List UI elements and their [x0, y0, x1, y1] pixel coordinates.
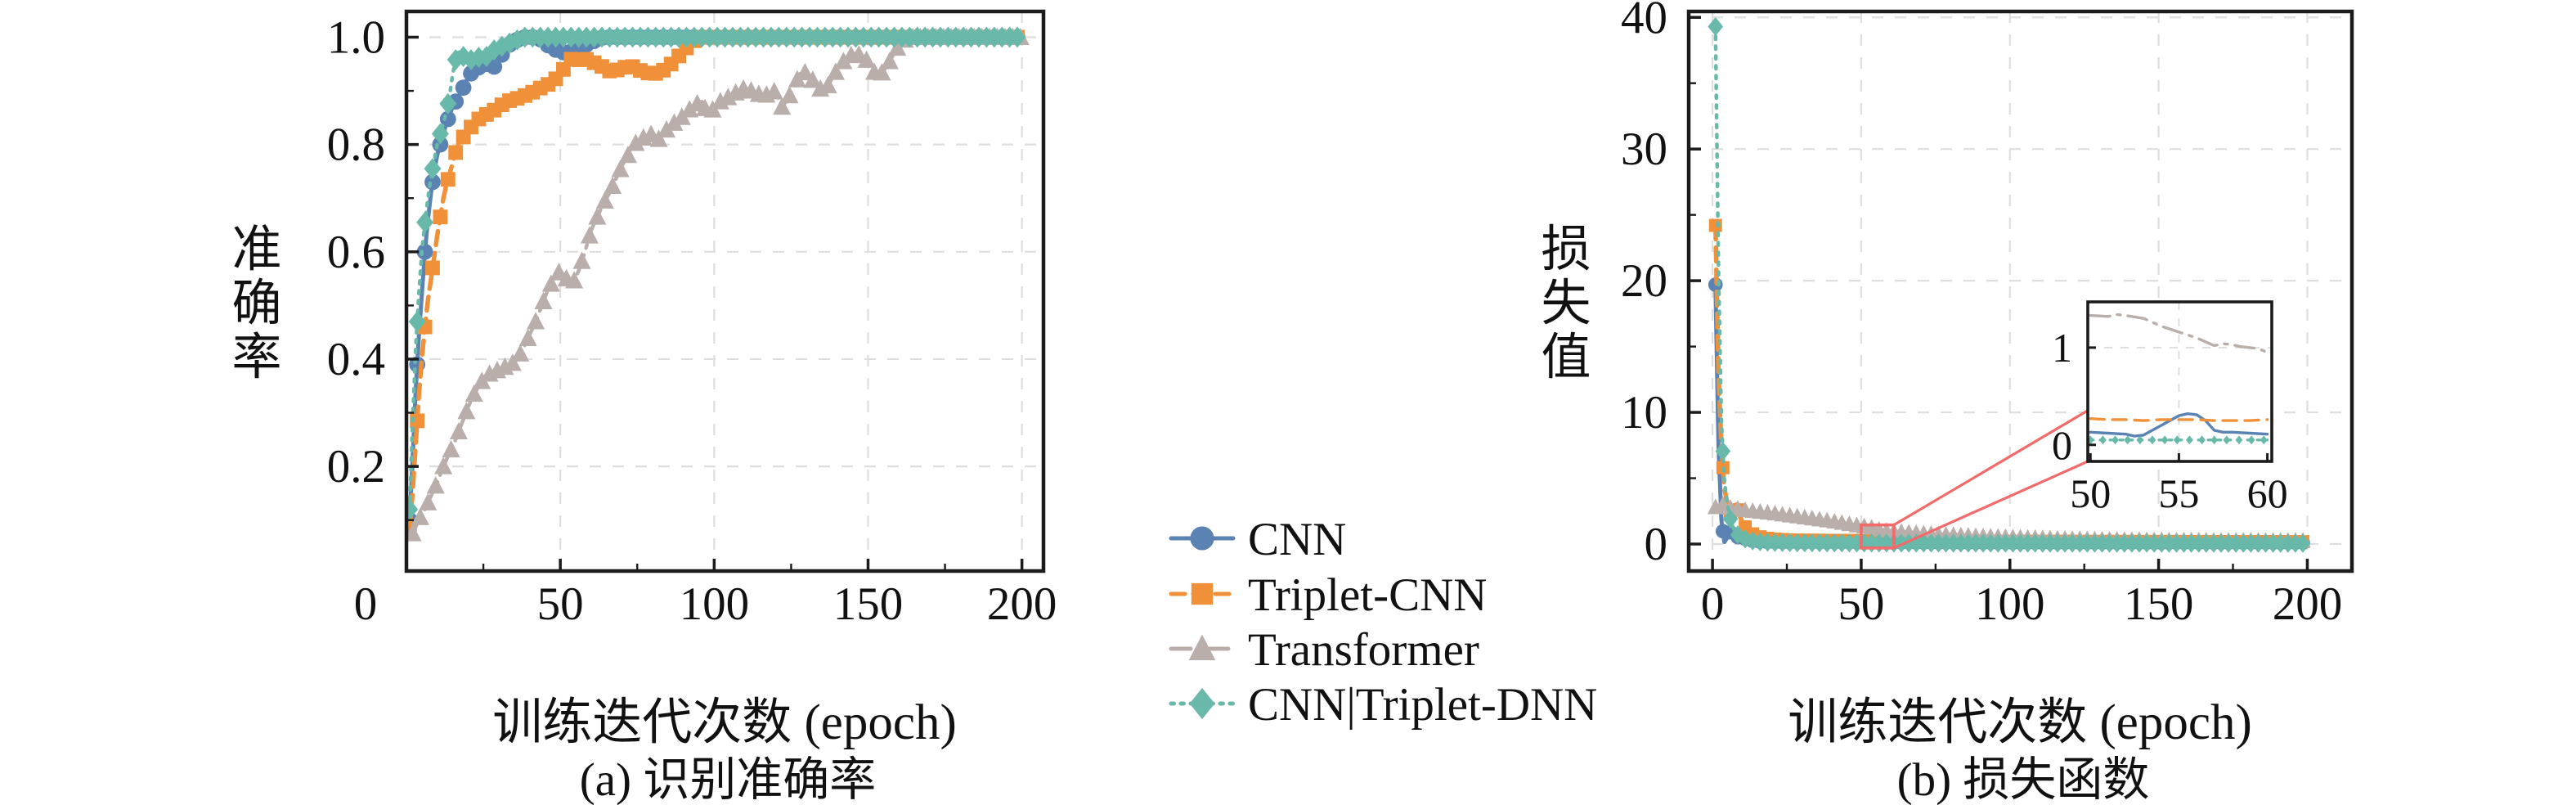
y-tick-label: 0.6 — [327, 227, 385, 278]
x-tick-label: 60 — [2247, 470, 2288, 516]
x-tick-label: 100 — [1975, 578, 2045, 630]
legend-item-label: Transformer — [1248, 624, 1479, 676]
left-ylabel: 准确率 — [231, 223, 281, 385]
series-cnn-triplet-dnn — [2088, 435, 2269, 445]
x-tick-label: 50 — [537, 578, 584, 630]
y-tick-label: 0 — [1645, 519, 1668, 570]
series-markers — [2088, 435, 2268, 445]
y-tick-label: 0 — [2052, 422, 2072, 468]
inset-frame — [2086, 300, 2273, 463]
y-tick-label: 0.4 — [327, 334, 385, 385]
left-xlabel: 训练迭代次数 (epoch) — [492, 695, 957, 750]
x-tick-label: 200 — [987, 578, 1057, 630]
y-tick-label: 0.2 — [327, 441, 385, 492]
loss-zoom-inset: 50 55 60 0 1 — [2052, 300, 2288, 516]
x-tick-label: 150 — [833, 578, 904, 630]
legend-item-label: Triplet-CNN — [1248, 569, 1487, 621]
series-markers — [1708, 16, 2311, 553]
x-tick-label: 55 — [2158, 470, 2199, 516]
series-markers — [406, 26, 1026, 520]
series-cnn — [2089, 412, 2269, 438]
y-tick-label: 1.0 — [327, 11, 385, 63]
legend-item-triplet-cnn: Triplet-CNN — [1169, 569, 1487, 621]
legend-item-cnn: CNN — [1169, 514, 1346, 565]
x-tick-label: 150 — [2124, 578, 2194, 630]
inset-ticks: 50 55 60 0 1 — [2052, 325, 2288, 516]
y-tick-label: 0.8 — [327, 119, 385, 171]
zoom-region-rect — [1860, 523, 1896, 550]
y-tick-label: 20 — [1621, 255, 1667, 307]
series-line — [1713, 25, 2309, 546]
accuracy-chart: 0 50 100 150 200 0.2 0.4 0.6 0.8 1.0 — [327, 9, 1057, 630]
right-caption: (b) 损失函数 — [1897, 754, 2150, 805]
legend-item-label: CNN|Triplet-DNN — [1248, 679, 1597, 731]
left-caption: (a) 识别准确率 — [580, 754, 877, 805]
x-tick-label: 50 — [1838, 578, 1884, 630]
y-tick-label: 10 — [1621, 387, 1667, 438]
inset-connector-line-lower — [1893, 460, 2089, 550]
series-line — [2089, 313, 2269, 354]
right-ylabel: 损失值 — [1541, 223, 1591, 385]
series-line — [2089, 417, 2269, 422]
series-transformer — [2089, 313, 2269, 354]
legend-item-cnn-triplet-dnn: CNN|Triplet-DNN — [1169, 679, 1597, 731]
series-triplet-cnn — [2089, 417, 2269, 422]
series-cnn-triplet-dnn — [1708, 16, 2311, 553]
plot-frame — [1686, 9, 2354, 573]
x-tick-label: 50 — [2070, 470, 2111, 516]
ticks: 0 50 100 150 200 0.2 0.4 0.6 0.8 1.0 — [327, 11, 1057, 630]
x-tick-label: 200 — [2273, 578, 2343, 630]
y-tick-label: 30 — [1621, 124, 1667, 175]
legend-item-transformer: Transformer — [1169, 624, 1479, 676]
y-tick-label: 1 — [2052, 325, 2072, 371]
plot-frame — [404, 9, 1046, 573]
series-cnn-triplet-dnn — [406, 26, 1026, 520]
legend-item-label: CNN — [1248, 514, 1346, 565]
right-xlabel: 训练迭代次数 (epoch) — [1788, 695, 2252, 750]
series-line — [2089, 412, 2269, 438]
x-tick-label: 100 — [680, 578, 750, 630]
x-tick-label: 0 — [1701, 578, 1725, 630]
y-tick-label: 40 — [1621, 0, 1667, 43]
x-tick-label: 0 — [354, 578, 378, 630]
